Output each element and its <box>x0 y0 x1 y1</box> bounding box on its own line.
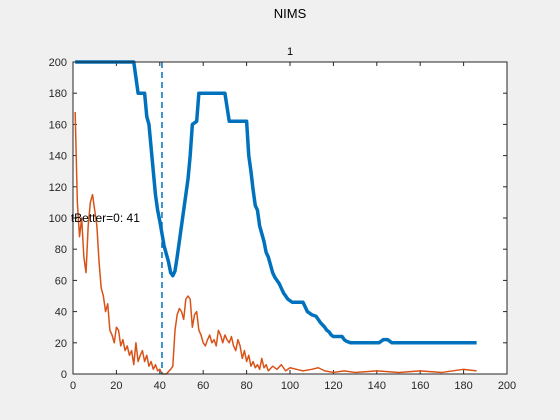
x-tick-label: 180 <box>454 380 472 392</box>
x-tick-label: 20 <box>110 380 122 392</box>
y-tick-label: 200 <box>49 57 67 69</box>
x-tick-label: 200 <box>498 380 516 392</box>
axes-title: 1 <box>287 46 293 58</box>
y-tick-label: 160 <box>49 119 67 131</box>
series-layer <box>74 60 477 375</box>
axes-frame <box>72 61 508 375</box>
y-tick-label: 140 <box>49 151 67 163</box>
y-tick-label: 120 <box>49 182 67 194</box>
series-line-2 <box>74 111 477 375</box>
y-tick-label: 0 <box>61 369 67 381</box>
x-tick-label: 120 <box>324 380 342 392</box>
y-tick-label: 60 <box>55 275 67 287</box>
x-tick-label: 160 <box>411 380 429 392</box>
x-axis-ticks: 0 20 40 60 80 100 120 140 160 180 200 <box>70 62 516 392</box>
x-tick-label: 140 <box>368 380 386 392</box>
series-line-1 <box>75 60 477 345</box>
y-tick-label: 20 <box>55 338 67 350</box>
y-tick-label: 80 <box>55 244 67 256</box>
x-tick-label: 80 <box>240 380 252 392</box>
x-tick-label: 100 <box>281 380 299 392</box>
figure-title: NIMS <box>274 6 307 21</box>
y-axis-ticks: 0 20 40 60 80 100 120 140 160 180 200 <box>49 57 507 381</box>
x-tick-label: 0 <box>70 380 76 392</box>
x-tick-label: 60 <box>197 380 209 392</box>
y-tick-label: 40 <box>55 307 67 319</box>
x-tick-label: 40 <box>154 380 166 392</box>
y-tick-label: 100 <box>49 213 67 225</box>
y-tick-label: 180 <box>49 88 67 100</box>
axes-box <box>72 61 508 375</box>
annotation-label: tBetter=0: 41 <box>71 211 140 225</box>
